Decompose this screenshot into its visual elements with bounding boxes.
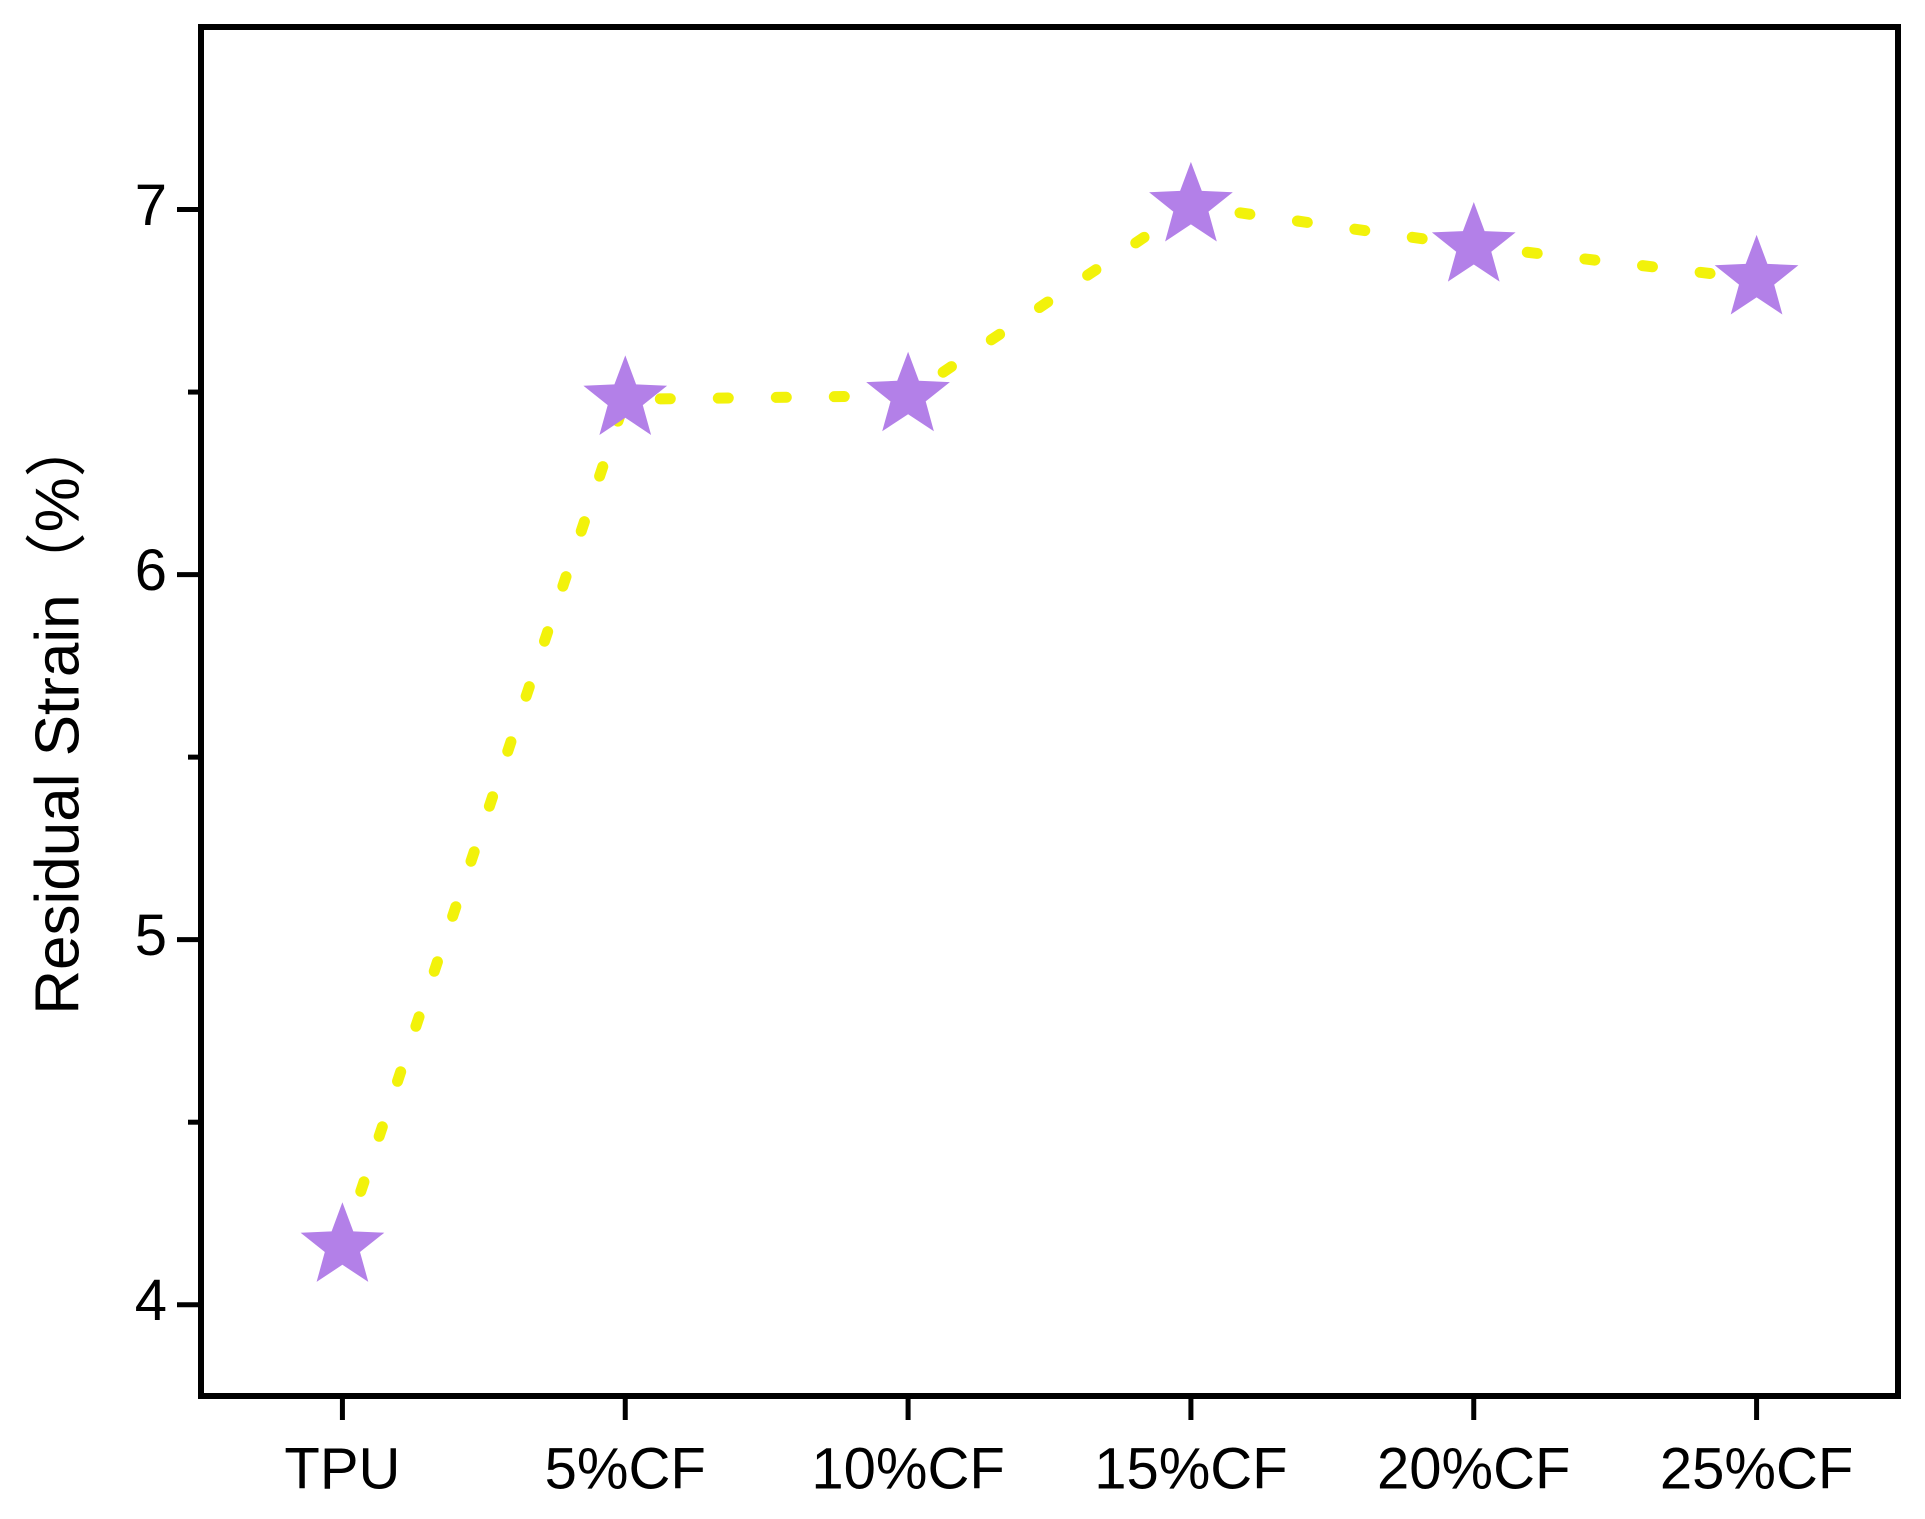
x-tick-label: 20%CF: [1377, 1436, 1570, 1501]
x-tick-label: 15%CF: [1094, 1436, 1287, 1501]
y-tick-label: 6: [135, 538, 167, 603]
data-point: [1431, 202, 1516, 282]
x-tick-label: 10%CF: [811, 1436, 1004, 1501]
plot-frame: [198, 24, 1901, 1399]
data-point: [583, 355, 668, 435]
data-point: [866, 351, 950, 432]
x-tick-label: 25%CF: [1660, 1436, 1853, 1501]
y-tick-label: 7: [135, 173, 167, 238]
y-axis-label: Residual Strain（%）: [23, 415, 92, 1015]
x-tick-label: TPU: [284, 1436, 400, 1501]
data-point: [300, 1202, 385, 1282]
y-tick-label: 5: [135, 903, 167, 968]
x-tick-label: 5%CF: [545, 1436, 706, 1501]
y-tick-label: 4: [135, 1268, 167, 1333]
data-point: [1149, 161, 1233, 242]
data-point: [1714, 234, 1799, 315]
series-line: [336, 200, 1763, 1252]
